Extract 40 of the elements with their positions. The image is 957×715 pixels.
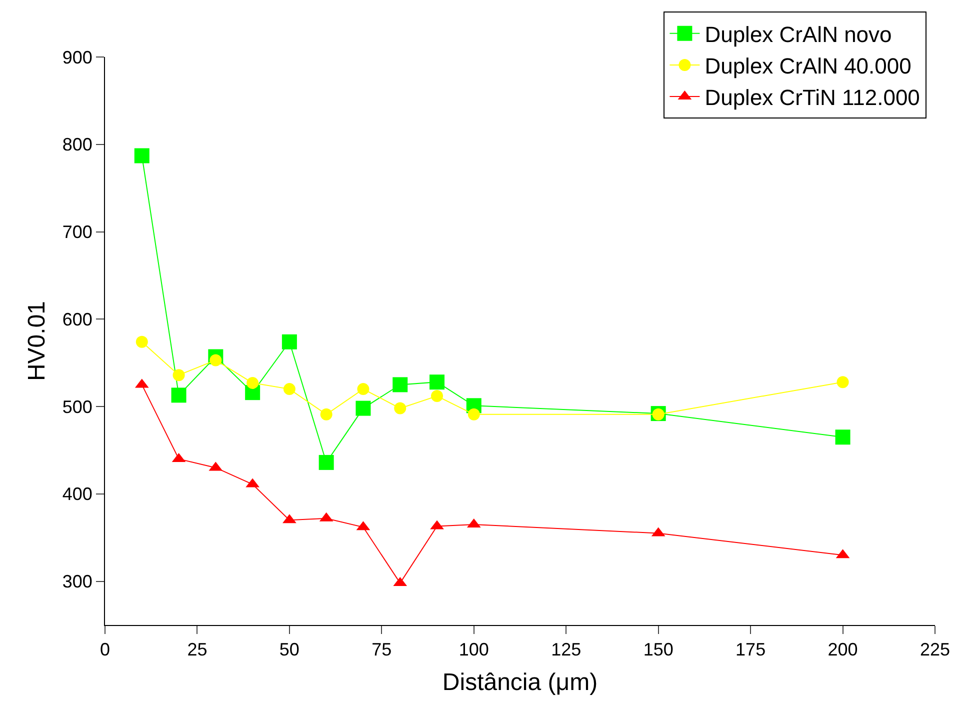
x-tick-label: 175 [736,640,766,660]
point [171,388,186,403]
point [356,400,371,416]
y-tick-label: 500 [62,396,92,417]
y-tick-label: 400 [62,484,92,504]
y-tick-label: 700 [62,222,92,242]
point [246,376,259,389]
x-tick-label: 125 [551,640,582,660]
point [282,334,297,350]
point [835,430,850,445]
point [318,454,334,470]
x-tick-label: 100 [458,640,489,660]
point [431,390,443,402]
x-tick-label: 0 [100,640,110,660]
point [836,376,849,388]
x-axis-title: Distância (μm) [442,668,598,696]
y-tick-label: 800 [62,134,92,155]
x-tick-label: 50 [279,640,300,660]
y-tick-label: 300 [62,572,92,592]
legend-label: Duplex CrAlN 40.000 [704,54,912,79]
x-tick-label: 75 [372,640,392,660]
point [283,383,296,396]
point [210,354,222,366]
y-tick-label: 600 [62,309,92,330]
y-axis-title: HV0.01 [23,300,50,382]
y-tick-label: 900 [62,47,92,68]
point [357,383,370,396]
legend-label: Duplex CrAlN novo [704,22,892,47]
legend-label: Duplex CrTiN 112.000 [704,85,920,110]
x-tick-label: 25 [187,640,208,660]
x-tick-label: 150 [643,640,674,660]
point [468,408,480,420]
x-tick-label: 225 [920,640,950,660]
point [172,369,185,382]
point [430,374,444,390]
point [136,336,148,348]
point [392,377,408,392]
x-tick-label: 200 [828,640,858,660]
point [320,408,332,420]
point [394,402,406,414]
